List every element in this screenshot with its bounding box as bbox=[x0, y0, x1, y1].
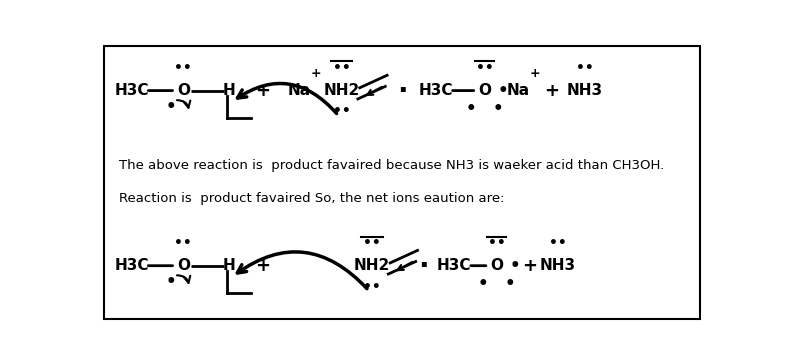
Text: O: O bbox=[490, 258, 503, 273]
FancyBboxPatch shape bbox=[104, 46, 700, 318]
Text: +: + bbox=[255, 82, 270, 100]
Text: •: • bbox=[498, 82, 508, 100]
Text: ••: •• bbox=[576, 61, 593, 75]
Text: O: O bbox=[177, 258, 190, 273]
Text: +: + bbox=[530, 68, 540, 81]
Text: +: + bbox=[544, 82, 559, 100]
Text: Na: Na bbox=[287, 83, 310, 98]
Text: •: • bbox=[509, 257, 520, 275]
Text: NH3: NH3 bbox=[567, 83, 603, 98]
Text: H3C: H3C bbox=[115, 83, 149, 98]
Text: NH3: NH3 bbox=[539, 258, 575, 273]
Text: H3C: H3C bbox=[436, 258, 471, 273]
Text: ••: •• bbox=[487, 236, 506, 251]
Text: ••: •• bbox=[363, 279, 381, 293]
Text: H: H bbox=[223, 83, 235, 98]
Text: O: O bbox=[177, 83, 190, 98]
Text: •: • bbox=[478, 275, 488, 293]
Text: H: H bbox=[223, 258, 235, 273]
Text: +: + bbox=[311, 68, 321, 81]
Text: +: + bbox=[255, 257, 270, 275]
Text: ••: •• bbox=[363, 236, 381, 251]
Text: •: • bbox=[492, 100, 503, 118]
Text: O: O bbox=[478, 83, 491, 98]
Text: ·: · bbox=[397, 77, 407, 105]
Text: •: • bbox=[466, 100, 476, 118]
Text: NH2: NH2 bbox=[354, 258, 390, 273]
Text: ••: •• bbox=[333, 61, 350, 75]
Text: ••: •• bbox=[333, 104, 350, 118]
Text: The above reaction is  product favaired because NH3 is waeker acid than CH3OH.: The above reaction is product favaired b… bbox=[119, 159, 665, 172]
Text: ••: •• bbox=[476, 61, 493, 75]
Text: NH2: NH2 bbox=[323, 83, 360, 98]
Text: H3C: H3C bbox=[115, 258, 149, 273]
Text: •: • bbox=[166, 98, 177, 116]
Text: ••: •• bbox=[174, 61, 192, 75]
Text: •: • bbox=[505, 275, 515, 293]
Text: Reaction is  product favaired So, the net ions eaution are:: Reaction is product favaired So, the net… bbox=[119, 192, 505, 205]
Text: ••: •• bbox=[549, 236, 566, 251]
Text: •: • bbox=[166, 273, 177, 291]
Text: Na: Na bbox=[506, 83, 529, 98]
Text: ••: •• bbox=[174, 236, 192, 251]
Text: H3C: H3C bbox=[418, 83, 453, 98]
Text: ·: · bbox=[418, 252, 429, 280]
Text: +: + bbox=[523, 257, 538, 275]
